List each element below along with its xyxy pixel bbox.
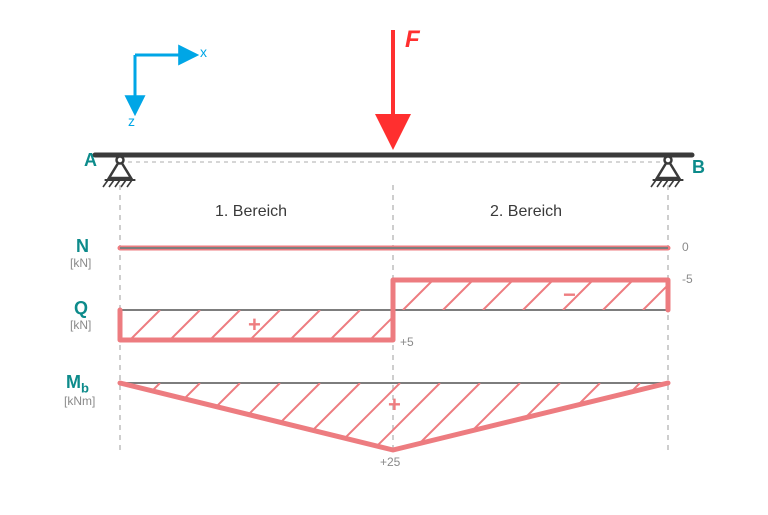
n-unit: [kN] (70, 256, 91, 270)
diagram-root: x z F A B 1. Bereich 2. Bereich N [kN] 0… (0, 0, 768, 515)
force-label: F (405, 26, 420, 54)
q-value-bottom: +5 (400, 335, 414, 349)
q-sign-minus: − (563, 282, 576, 308)
support-a-label: A (84, 150, 97, 171)
axis-x-label: x (200, 44, 207, 60)
m-sign-plus: + (388, 392, 401, 418)
section-2-label: 2. Bereich (490, 203, 562, 221)
m-value: +25 (380, 455, 400, 469)
support-b-label: B (692, 157, 705, 178)
axis-z-label: z (128, 113, 135, 129)
q-value-top: -5 (682, 272, 693, 286)
q-label: Q (74, 298, 88, 319)
section-1-label: 1. Bereich (215, 203, 287, 221)
q-unit: [kN] (70, 318, 91, 332)
diagram-svg (0, 0, 768, 515)
m-label: Mb (66, 372, 89, 396)
n-value-0: 0 (682, 240, 689, 254)
q-sign-plus: + (248, 312, 261, 338)
n-label: N (76, 236, 89, 257)
m-unit: [kNm] (64, 394, 95, 408)
